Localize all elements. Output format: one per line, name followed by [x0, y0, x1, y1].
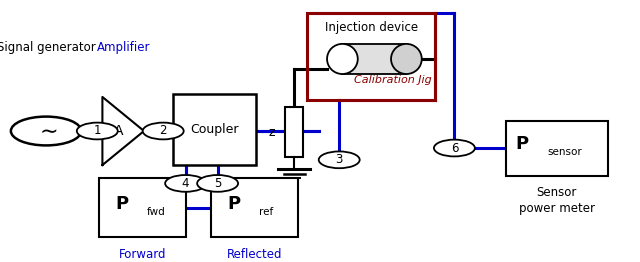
Text: 5: 5 [214, 177, 221, 190]
Text: $\mathbf{P}$: $\mathbf{P}$ [115, 195, 129, 213]
Text: A: A [113, 124, 123, 138]
Bar [342, 44, 406, 74]
Bar [211, 178, 298, 237]
Circle shape [434, 140, 475, 156]
Polygon shape [102, 97, 144, 165]
Text: Reflected: Reflected [227, 248, 282, 261]
Bar [99, 178, 186, 237]
Text: z: z [268, 126, 275, 139]
Text: 4: 4 [182, 177, 189, 190]
Text: Coupler: Coupler [190, 123, 239, 136]
Circle shape [319, 151, 360, 168]
Circle shape [77, 123, 118, 139]
Text: $\mathbf{P}$: $\mathbf{P}$ [227, 195, 241, 213]
Ellipse shape [327, 44, 358, 74]
Ellipse shape [391, 44, 422, 74]
Text: 1: 1 [93, 124, 101, 138]
Text: 3: 3 [335, 153, 343, 166]
Text: 2: 2 [159, 124, 167, 138]
Text: Sensor: Sensor [536, 186, 577, 199]
Circle shape [11, 117, 81, 145]
Text: Injection device: Injection device [324, 21, 418, 34]
Text: 6: 6 [451, 141, 458, 155]
Text: power meter: power meter [519, 202, 595, 215]
Text: Signal generator: Signal generator [0, 41, 95, 54]
Text: fwd: fwd [147, 206, 166, 217]
Text: Calibration Jig: Calibration Jig [355, 75, 432, 85]
Bar [307, 13, 435, 100]
Text: Forward: Forward [118, 248, 166, 261]
Circle shape [197, 175, 238, 192]
Bar [173, 94, 256, 165]
Text: $\mathbf{P}$: $\mathbf{P}$ [515, 135, 529, 153]
Text: ref: ref [259, 206, 273, 217]
Text: sensor: sensor [547, 147, 582, 157]
Circle shape [165, 175, 206, 192]
Bar [285, 107, 303, 157]
Circle shape [143, 123, 184, 139]
Text: Amplifier: Amplifier [97, 41, 150, 54]
Text: $\sim$: $\sim$ [35, 121, 58, 141]
Bar [506, 121, 608, 176]
